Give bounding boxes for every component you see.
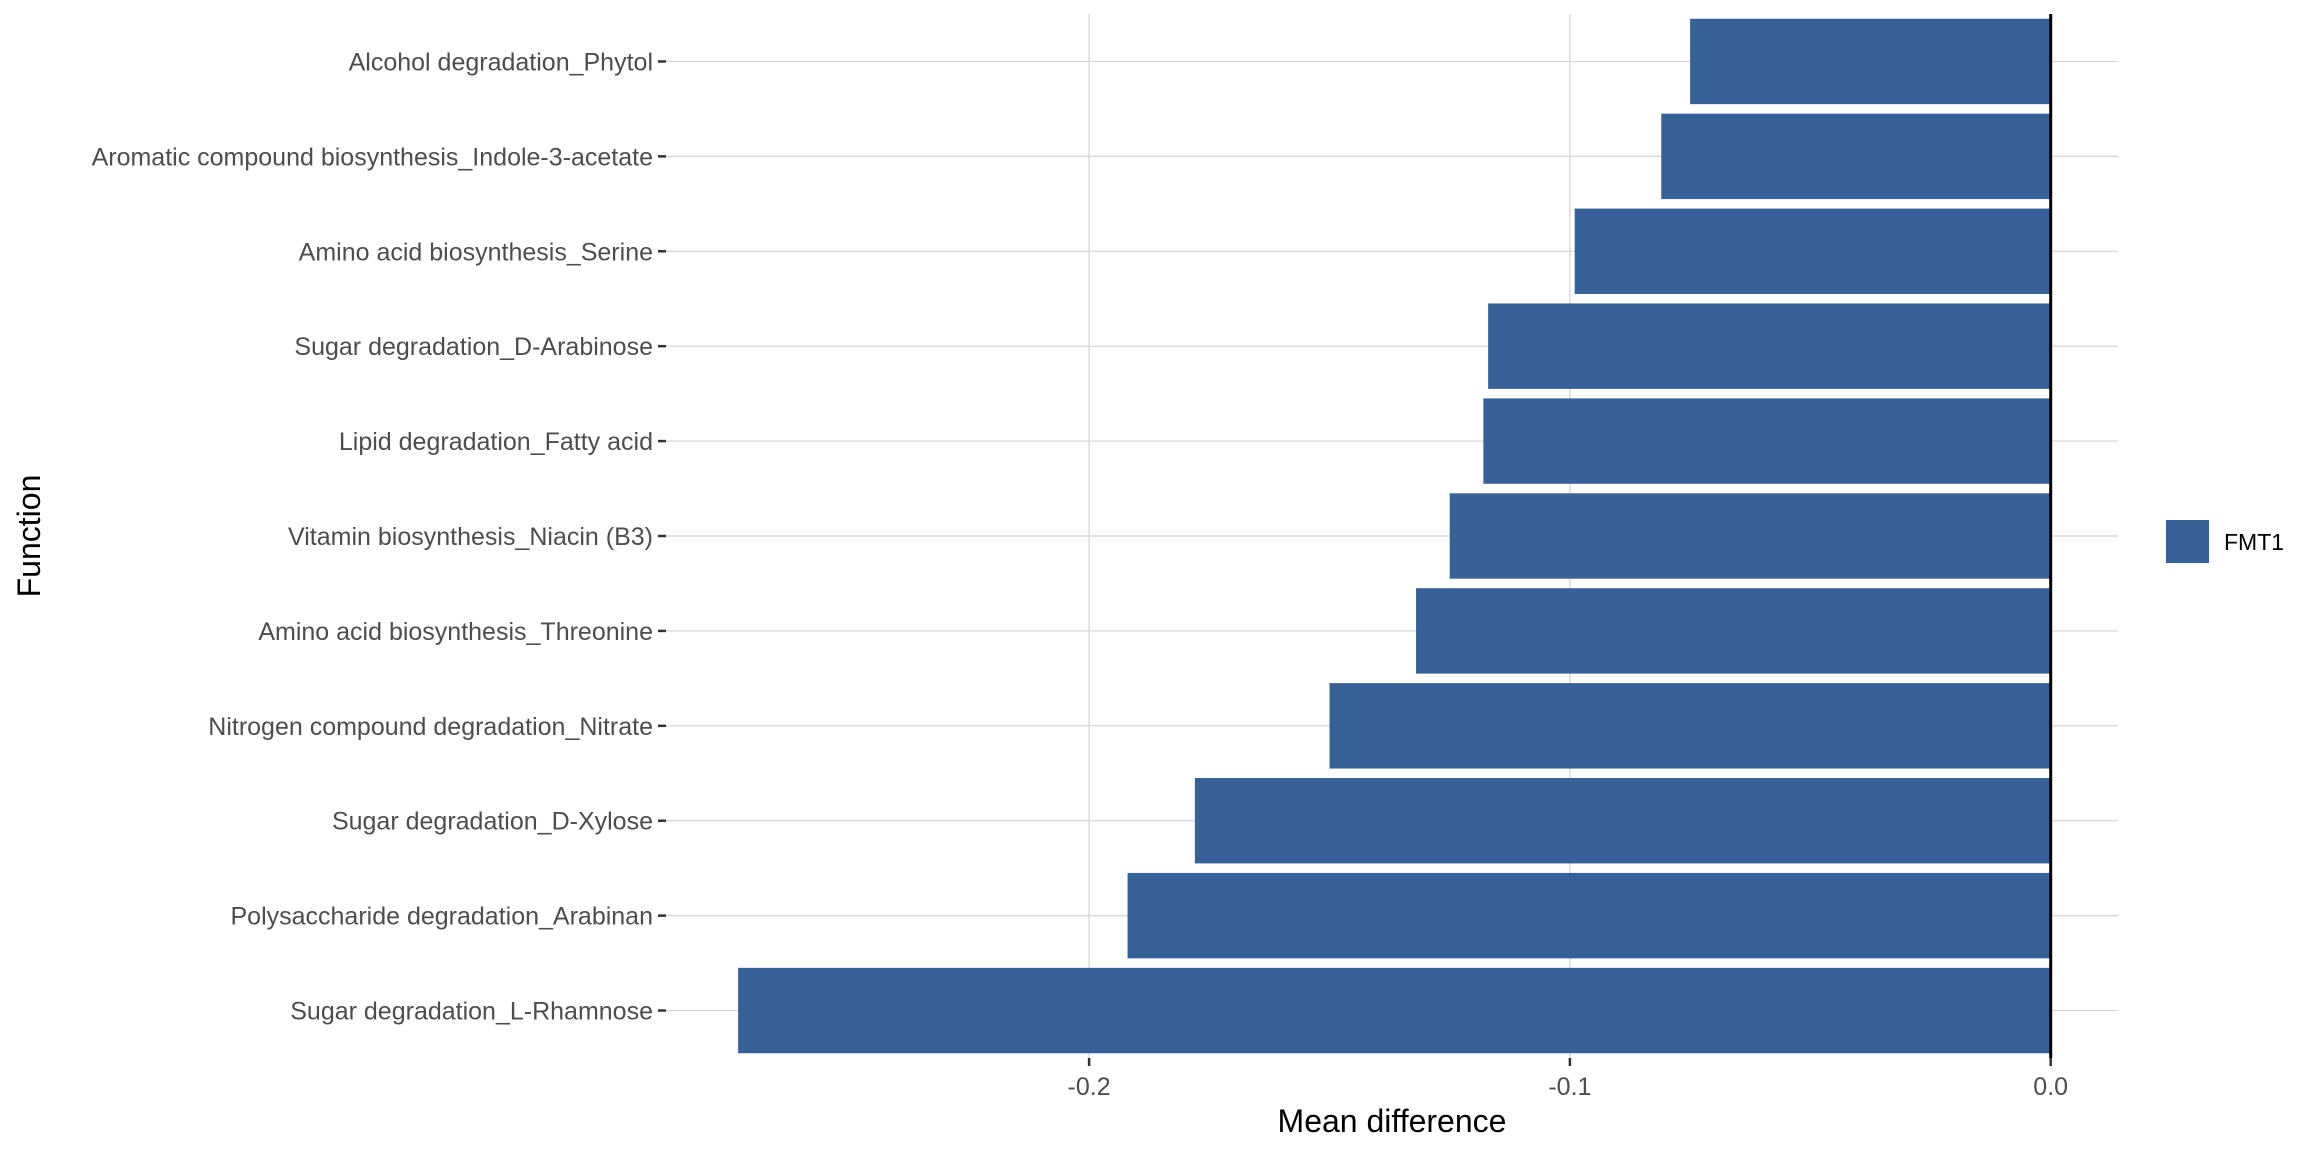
- y-tick-label-8: Sugar degradation_D-Xylose: [332, 808, 653, 836]
- y-tick-label-6: Amino acid biosynthesis_Threonine: [258, 618, 653, 646]
- bar-4: [1483, 398, 2051, 484]
- bar-layer: [738, 18, 2051, 1054]
- y-tick-label-3: Sugar degradation_D-Arabinose: [294, 333, 653, 361]
- bar-7: [1329, 683, 2051, 769]
- x-tick-label-2: 0.0: [2033, 1073, 2068, 1101]
- x-axis-title: Mean difference: [1278, 1103, 1507, 1139]
- x-tick-label-1: -0.1: [1548, 1073, 1591, 1101]
- axis-layer: Alcohol degradation_Phytol Aromatic compo…: [92, 14, 2068, 1101]
- bar-2: [1574, 208, 2051, 294]
- bar-3: [1488, 303, 2051, 389]
- x-tick-label-0: -0.2: [1068, 1073, 1111, 1101]
- legend-label-fmt1: FMT1: [2224, 529, 2284, 555]
- y-axis-title: Function: [11, 475, 47, 598]
- legend: FMT1: [2166, 520, 2284, 563]
- y-tick-label-9: Polysaccharide degradation_Arabinan: [230, 903, 653, 931]
- bar-0: [1690, 18, 2051, 105]
- bar-10: [738, 967, 2051, 1054]
- y-tick-label-0: Alcohol degradation_Phytol: [349, 48, 653, 76]
- bar-8: [1194, 778, 2051, 864]
- y-tick-label-5: Vitamin biosynthesis_Niacin (B3): [288, 523, 653, 551]
- y-tick-label-7: Nitrogen compound degradation_Nitrate: [208, 713, 653, 741]
- bar-5: [1449, 493, 2051, 579]
- bar-9: [1127, 872, 2051, 959]
- legend-swatch-fmt1: [2166, 520, 2209, 563]
- y-tick-label-2: Amino acid biosynthesis_Serine: [299, 238, 653, 266]
- y-tick-label-4: Lipid degradation_Fatty acid: [339, 428, 653, 456]
- bar-1: [1661, 113, 2051, 200]
- bar-6: [1416, 588, 2051, 674]
- y-tick-label-1: Aromatic compound biosynthesis_Indole-3-…: [92, 143, 653, 171]
- y-tick-label-10: Sugar degradation_L-Rhamnose: [290, 998, 653, 1026]
